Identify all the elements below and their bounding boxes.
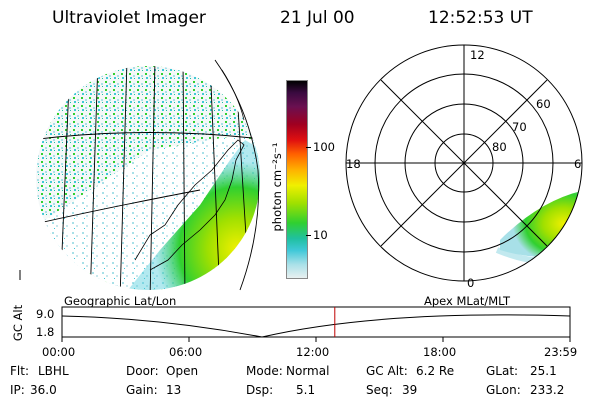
gcalt-label: GC Alt: [366,364,408,378]
instrument-title: Ultraviolet Imager [52,8,206,28]
mode-value: Normal [286,364,330,378]
timeline-ytick-high: 9.0 [36,307,55,321]
polar-label-left: 18 [346,157,361,171]
ip-value: 36.0 [30,383,57,397]
door-value: Open [166,364,199,378]
glon-value: 233.2 [530,383,565,397]
gain-label: Gain: [126,383,158,397]
seq-label: Seq: [366,383,393,397]
colorbar-tick-10 [306,235,311,236]
colorbar-units: photon cm⁻²s⁻¹ [270,142,284,232]
polar-label-bottom: 0 [467,276,475,290]
colorbar-label-100: 100 [313,140,335,154]
ip-label: IP: [10,383,25,397]
timeline-ytick-low: 1.8 [36,325,55,339]
gain-value: 13 [166,383,182,397]
door-label: Door: [126,364,159,378]
colorbar-label-10: 10 [313,228,328,242]
dsp-label: Dsp: [246,383,274,397]
timeline-xtick-4: 23:59 [544,345,578,359]
polar-label-top: 12 [470,48,485,62]
polar-ring-60: 60 [536,97,551,111]
glon-label: GLon: [486,383,521,397]
geographic-panel-label: Geographic Lat/Lon [64,294,177,308]
mode-label: Mode: [246,364,283,378]
dsp-value: 5.1 [296,383,316,397]
colorbar-tick-100 [306,147,311,148]
polar-label-right: 6 [574,157,582,171]
timeline-xtick-3: 18:00 [423,345,457,359]
timeline-xtick-0: 00:00 [42,345,76,359]
flt-label: Flt: [10,364,29,378]
timeline-axis-label: GC Alt [11,304,25,342]
polar-ring-70: 70 [512,120,527,134]
apex-panel-label: Apex MLat/MLT [424,294,511,308]
flt-value: LBHL [38,364,69,378]
seq-value: 39 [402,383,418,397]
time-label: 12:52:53 UT [428,8,533,28]
glat-value: 25.1 [530,364,557,378]
polar-ring-80: 80 [492,140,507,154]
glat-label: GLat: [486,364,519,378]
timeline-xtick-1: 06:00 [169,345,203,359]
date-label: 21 Jul 00 [280,8,355,28]
timeline-xtick-2: 12:00 [296,345,330,359]
colorbar [286,80,308,279]
gcalt-value: 6.2 Re [416,364,455,378]
